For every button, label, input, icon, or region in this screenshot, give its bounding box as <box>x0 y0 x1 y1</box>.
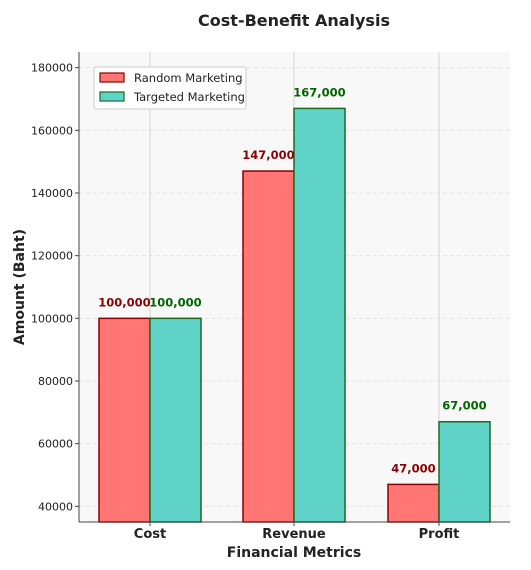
legend: Random Marketing Targeted Marketing <box>93 66 247 110</box>
legend-box <box>93 66 247 110</box>
value-labels: 100,000 147,000 47,000 100,000 167,000 67,000 <box>98 85 486 475</box>
value-label-targeted-marketing-revenue: 167,000 <box>293 85 345 99</box>
bars <box>98 107 491 523</box>
y-tick-label: 140000 <box>31 187 73 200</box>
value-label-random-marketing-cost: 100,000 <box>98 295 150 309</box>
chart-title: Cost-Benefit Analysis <box>198 11 390 30</box>
y-tick-label: 60000 <box>38 438 73 451</box>
y-tick-label: 80000 <box>38 375 73 388</box>
x-axis-label: Financial Metrics <box>227 545 361 561</box>
value-label-targeted-marketing-cost: 100,000 <box>149 295 201 309</box>
x-tick-label-profit: Profit <box>419 527 460 542</box>
value-label-random-marketing-profit: 47,000 <box>391 461 435 475</box>
bar-random-marketing-profit <box>387 483 440 523</box>
bar-random-marketing-revenue <box>242 170 295 523</box>
bar-targeted-marketing-cost <box>149 317 202 523</box>
x-tick-label-revenue: Revenue <box>262 527 326 542</box>
value-label-random-marketing-revenue: 147,000 <box>242 148 294 162</box>
legend-label-targeted-marketing: Targeted Marketing <box>133 90 245 104</box>
x-axis-ticks: Cost Revenue Profit <box>134 522 460 542</box>
y-axis-label: Amount (Baht) <box>12 229 28 345</box>
y-axis-ticks: 40000 60000 80000 100000 120000 140000 160000 1… <box>31 62 79 513</box>
x-tick-label-cost: Cost <box>134 527 166 542</box>
value-label-targeted-marketing-profit: 67,000 <box>442 399 486 413</box>
legend-swatch-random-marketing <box>99 72 125 83</box>
y-tick-label: 100000 <box>31 312 73 325</box>
legend-swatch-targeted-marketing <box>99 91 125 102</box>
legend-label-random-marketing: Random Marketing <box>134 71 243 85</box>
bar-targeted-marketing-profit <box>438 420 491 523</box>
bar-random-marketing-cost <box>98 317 151 523</box>
y-tick-label: 180000 <box>31 62 73 75</box>
y-tick-label: 160000 <box>31 124 73 137</box>
y-tick-label: 40000 <box>38 500 73 513</box>
y-tick-label: 120000 <box>31 250 73 263</box>
bar-targeted-marketing-revenue <box>293 107 346 523</box>
